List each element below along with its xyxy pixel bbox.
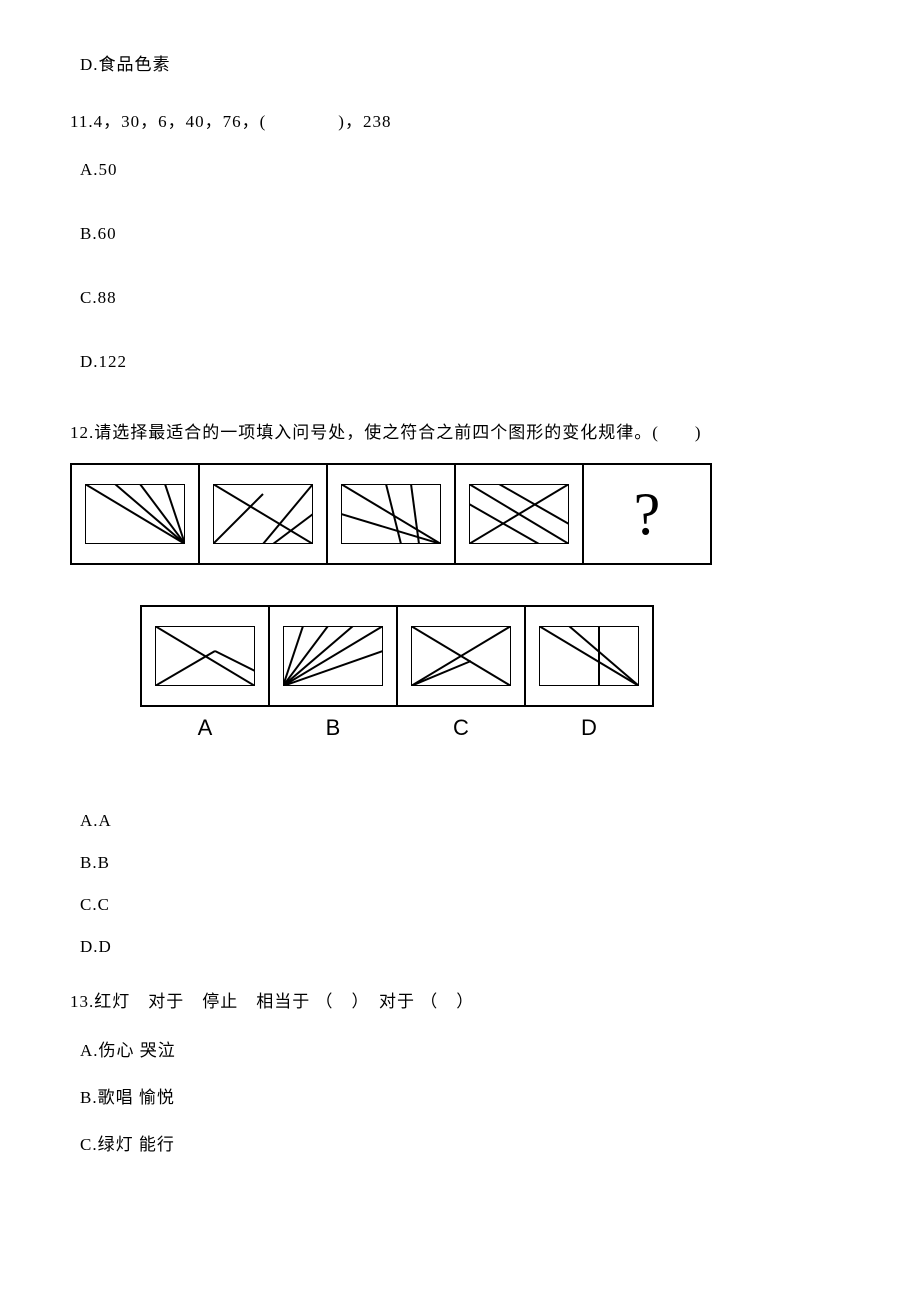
q12-ans-svg-d [539, 626, 639, 686]
q12-stem: 12.请选择最适合的一项填入问号处，使之符合之前四个图形的变化规律。( ) [70, 418, 850, 443]
q12-labels-row: A B C D [140, 715, 850, 741]
q12-ans-panel-c [396, 605, 526, 707]
q12-label-b: B [268, 715, 398, 741]
q12-ans-panel-a [140, 605, 270, 707]
q12-option-b: B.B [70, 853, 850, 873]
q12-option-a: A.A [70, 811, 850, 831]
q12-seq-panel-4 [454, 463, 584, 565]
question-mark-icon: ? [634, 480, 661, 549]
q10-option-d: D.食品色素 [70, 50, 850, 75]
q11-option-c: C.88 [70, 288, 850, 308]
q12-seq-panel-2 [198, 463, 328, 565]
q13-option-b: B.歌唱 愉悦 [70, 1083, 850, 1108]
q11-option-a: A.50 [70, 160, 850, 180]
q12-seq-svg-3 [341, 484, 441, 544]
q12-label-c: C [396, 715, 526, 741]
q12-option-c: C.C [70, 895, 850, 915]
q12-seq-panel-1 [70, 463, 200, 565]
q12-seq-svg-4 [469, 484, 569, 544]
q12-option-d: D.D [70, 937, 850, 957]
q13-stem: 13.红灯 对于 停止 相当于 （ ） 对于 （ ） [70, 987, 850, 1012]
q12-label-d: D [524, 715, 654, 741]
q11-stem: 11.4，30，6，40，76，( )，238 [70, 107, 850, 132]
q12-ans-panel-b [268, 605, 398, 707]
q12-seq-panel-question: ? [582, 463, 712, 565]
q12-sequence-row: ? [70, 463, 850, 565]
q12-seq-svg-2 [213, 484, 313, 544]
q12-ans-panel-d [524, 605, 654, 707]
q13-option-c: C.绿灯 能行 [70, 1130, 850, 1155]
q12-ans-svg-c [411, 626, 511, 686]
q12-ans-svg-b [283, 626, 383, 686]
q11-option-d: D.122 [70, 352, 850, 372]
q12-answers-row [140, 605, 850, 707]
q12-label-a: A [140, 715, 270, 741]
q12-ans-svg-a [155, 626, 255, 686]
q12-seq-panel-3 [326, 463, 456, 565]
q11-option-b: B.60 [70, 224, 850, 244]
q13-option-a: A.伤心 哭泣 [70, 1036, 850, 1061]
q12-seq-svg-1 [85, 484, 185, 544]
